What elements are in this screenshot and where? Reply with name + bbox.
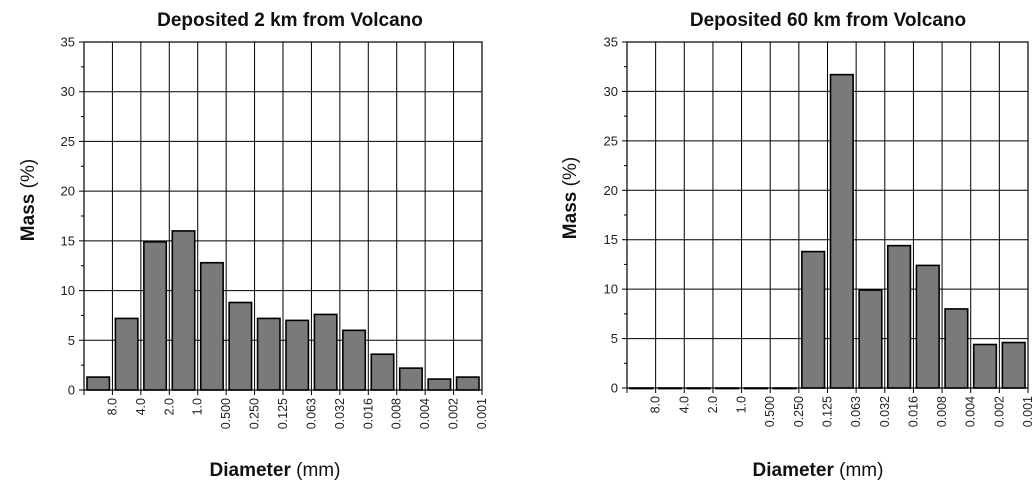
chart-left-xtick-label: 2.0	[162, 398, 176, 415]
chart-right-bar-0.001	[1001, 341, 1026, 389]
chart-left-xtick-label: 4.0	[134, 398, 148, 415]
chart-left-xtick-label: 8.0	[105, 398, 119, 415]
chart-left-ylabel: Mass (%)	[18, 159, 39, 241]
chart-left-bar-2.0	[143, 241, 168, 391]
chart-left-ytick-label: 15	[61, 233, 75, 248]
chart-right-ytick-label: 25	[604, 133, 618, 148]
chart-left-xtick-label: 0.063	[304, 398, 318, 429]
chart-right: Deposited 60 km from Volcano Mass (%) Di…	[560, 10, 1032, 481]
chart-left-ytick-label: 30	[61, 84, 75, 99]
chart-right-ytick-label: 0	[611, 381, 618, 396]
chart-left-bar-0.002	[427, 378, 452, 391]
chart-left-ytick-label: 35	[61, 35, 75, 50]
chart-right-xtick-label: 0.008	[935, 396, 949, 427]
chart-left-xlabel-unit: (mm)	[296, 460, 340, 481]
chart-right-bar-0.004	[944, 308, 969, 389]
chart-left-xtick-label: 0.008	[390, 398, 404, 429]
chart-left-bar-4.0	[114, 317, 139, 391]
chart-left-bar-8.0	[86, 376, 111, 391]
chart-left-bar-0.001	[455, 376, 480, 391]
chart-left-xtick-label: 1.0	[191, 398, 205, 415]
chart-right-xtick-label: 1.0	[735, 396, 749, 413]
chart-left-xtick-label: 0.002	[447, 398, 461, 429]
chart-right-bar-0.002	[972, 343, 998, 389]
chart-right-bar-0.016	[886, 244, 912, 389]
chart-left-bar-0.032	[313, 313, 338, 391]
chart-left-ytick-label: 10	[61, 283, 75, 298]
chart-left-ylabel-bold: Mass	[18, 194, 39, 242]
chart-left-xtick-label: 0.016	[361, 398, 375, 429]
chart-right-ylabel: Mass (%)	[560, 157, 581, 239]
chart-right-xtick-label: 4.0	[677, 396, 691, 413]
chart-left-bar-0.004	[398, 367, 423, 391]
chart-left-xtick-label: 0.032	[333, 398, 347, 429]
chart-right-xtick-label: 0.063	[849, 396, 863, 427]
chart-right-frame	[626, 41, 1029, 389]
chart-right-xtick-label: 0.032	[878, 396, 892, 427]
chart-right-ytick-label: 30	[604, 84, 618, 99]
chart-left-bar-0.250	[228, 301, 253, 391]
chart-left-xtick-label: 0.250	[248, 398, 262, 429]
chart-left-bar-1.0	[171, 230, 196, 391]
chart-right-ylabel-unit: (%)	[560, 157, 581, 187]
chart-right-bar-0.008	[915, 264, 940, 389]
chart-right-xtick-label: 8.0	[649, 396, 663, 413]
chart-left-bar-0.008	[370, 353, 395, 391]
chart-right-xlabel-bold: Diameter	[753, 460, 835, 481]
chart-right-xtick-label: 0.004	[964, 396, 978, 427]
chart-right-ytick-label: 20	[604, 183, 618, 198]
chart-left-ytick-label: 25	[61, 134, 75, 149]
chart-left-ytick-label: 5	[68, 333, 75, 348]
chart-left-xlabel: Diameter (mm)	[210, 460, 341, 481]
chart-left-title: Deposited 2 km from Volcano	[157, 10, 423, 31]
chart-right-xlabel: Diameter (mm)	[753, 460, 884, 481]
chart-right-xtick-label: 0.016	[906, 396, 920, 427]
chart-right-xtick-label: 0.250	[792, 396, 806, 427]
chart-left: Deposited 2 km from Volcano Mass (%) Dia…	[18, 10, 489, 481]
chart-left-bar-0.063	[285, 319, 310, 391]
chart-right-bar-0.063	[829, 73, 854, 389]
chart-right-xtick-label: 0.001	[1021, 396, 1032, 427]
chart-left-xtick-label: 0.125	[276, 398, 290, 429]
chart-left-xlabel-bold: Diameter	[210, 460, 292, 481]
chart-left-ytick-label: 20	[61, 184, 75, 199]
chart-right-xtick-label: 0.002	[992, 396, 1006, 427]
chart-right-xtick-label: 2.0	[706, 396, 720, 413]
chart-left-ytick-label: 0	[68, 383, 75, 398]
chart-left-xtick-label: 0.004	[418, 398, 432, 429]
chart-right-title: Deposited 60 km from Volcano	[690, 10, 966, 31]
chart-left-bar-0.125	[256, 317, 281, 391]
chart-right-bar-0.032	[858, 289, 883, 389]
chart-right-ytick-label: 10	[604, 282, 618, 297]
chart-left-xtick-label: 0.001	[475, 398, 489, 429]
chart-right-ylabel-bold: Mass	[560, 192, 581, 240]
chart-right-ytick-label: 5	[611, 331, 618, 346]
chart-right-xlabel-unit: (mm)	[839, 460, 883, 481]
chart-right-xtick-label: 0.125	[821, 396, 835, 427]
chart-left-frame	[83, 41, 483, 391]
chart-left-xtick-label: 0.500	[219, 398, 233, 429]
chart-right-ytick-label: 15	[604, 232, 618, 247]
chart-right-xtick-label: 0.500	[763, 396, 777, 427]
chart-left-bar-0.500	[199, 261, 224, 391]
chart-left-bar-0.016	[342, 329, 367, 391]
chart-right-bar-0.125	[801, 250, 826, 389]
chart-left-ylabel-unit: (%)	[18, 159, 39, 189]
chart-right-ytick-label: 35	[604, 35, 618, 50]
